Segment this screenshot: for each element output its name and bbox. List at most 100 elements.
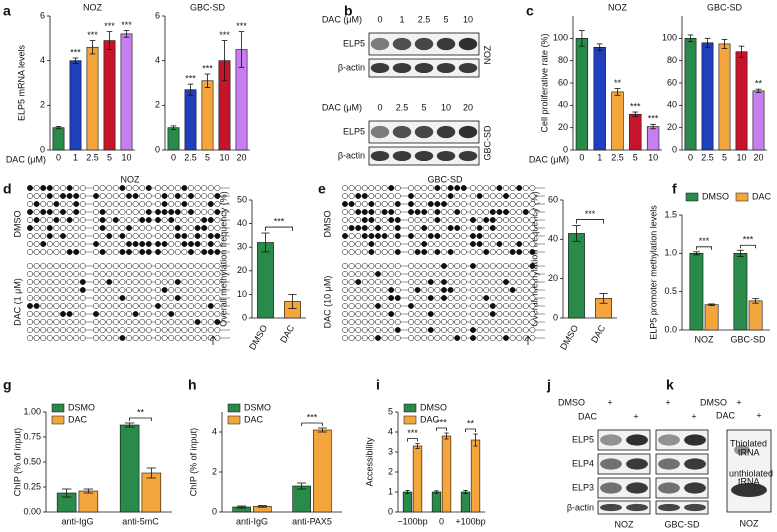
x-axis-label: DAC (μM) xyxy=(6,154,46,164)
cpg-site xyxy=(161,279,168,285)
blot-row-label: ELP5 xyxy=(343,38,365,48)
cpg-site xyxy=(470,241,476,247)
bracket xyxy=(129,417,152,421)
cpg-site xyxy=(201,271,208,277)
cpg-site xyxy=(168,271,175,277)
lane-label: 2.5 xyxy=(396,102,409,112)
cpg-site xyxy=(483,271,490,277)
cpg-site xyxy=(381,327,388,333)
cpg-site xyxy=(66,193,73,199)
cpg-site xyxy=(214,185,221,191)
cpg-site xyxy=(53,327,60,333)
bar xyxy=(470,439,481,513)
cpg-site xyxy=(40,335,47,341)
cpg-site xyxy=(214,241,221,247)
cpg-site xyxy=(355,287,362,293)
cpg-site xyxy=(503,233,509,239)
cpg-site xyxy=(188,295,194,301)
cpg-site xyxy=(408,201,414,207)
y-tick-label: 0 xyxy=(388,506,393,516)
cpg-site xyxy=(483,319,490,325)
cpg-site xyxy=(126,335,132,341)
cpg-site xyxy=(529,209,536,215)
cpg-site xyxy=(509,311,516,317)
cpg-site xyxy=(361,303,368,309)
cpg-site xyxy=(470,209,476,215)
cpg-site xyxy=(434,335,441,341)
cpg-site xyxy=(93,335,99,341)
cpg-site xyxy=(388,263,395,269)
y-axis-label: Overall methylation frequency (%) xyxy=(529,191,539,327)
bar xyxy=(611,91,624,151)
cpg-site xyxy=(375,279,381,285)
blot-band xyxy=(684,434,706,446)
cpg-site xyxy=(168,303,175,309)
cpg-site xyxy=(427,279,434,285)
error-bar xyxy=(434,490,439,494)
cpg-site xyxy=(447,319,454,325)
cell-label: NOZ xyxy=(615,519,635,529)
legend-label: DAC xyxy=(420,414,440,424)
cpg-site xyxy=(460,327,467,333)
plus-sign: + xyxy=(736,397,741,407)
cpg-site xyxy=(503,209,509,215)
cpg-site xyxy=(509,327,516,333)
cpg-site xyxy=(375,263,381,269)
legend-label: DSMO xyxy=(68,402,95,412)
cpg-site xyxy=(93,201,99,207)
cpg-site xyxy=(168,225,175,231)
cpg-site xyxy=(434,209,441,215)
bar xyxy=(441,435,452,513)
cpg-site xyxy=(375,249,381,255)
cpg-site xyxy=(522,209,529,215)
cpg-site xyxy=(155,287,161,293)
cpg-site xyxy=(73,217,80,223)
cpg-site xyxy=(388,295,395,301)
cpg-site xyxy=(194,311,201,317)
cpg-site xyxy=(106,295,113,301)
cpg-site xyxy=(73,319,80,325)
cpg-site xyxy=(201,335,208,341)
blot-row-label: β-actin xyxy=(338,62,365,72)
x-tick-label: −100bp xyxy=(397,516,427,526)
cpg-site xyxy=(375,271,381,277)
cpg-site xyxy=(155,271,161,277)
cpg-site xyxy=(434,319,441,325)
lane-label: 0 xyxy=(377,102,382,112)
cpg-site xyxy=(503,241,509,247)
cpg-site xyxy=(161,303,168,309)
y-tick-label: 0.25 xyxy=(23,481,41,491)
cpg-site xyxy=(342,225,348,231)
group-label: DMSO xyxy=(12,211,22,238)
cpg-site xyxy=(188,185,194,191)
cpg-site xyxy=(60,271,66,277)
cpg-site xyxy=(375,319,381,325)
cpg-site xyxy=(112,185,119,191)
blot-band xyxy=(684,503,706,512)
significance: ** xyxy=(467,418,475,428)
cpg-site xyxy=(522,327,529,333)
cpg-site xyxy=(53,225,60,231)
cpg-site xyxy=(119,193,126,199)
error-bar xyxy=(405,489,410,495)
cpg-site xyxy=(509,249,516,255)
cell-label: GBC-SD xyxy=(664,519,700,529)
significance: *** xyxy=(236,21,247,31)
cpg-site xyxy=(529,311,536,317)
error-bar xyxy=(124,422,135,428)
cpg-site xyxy=(168,193,175,199)
cpg-site xyxy=(441,249,447,255)
cpg-site xyxy=(112,335,119,341)
x-tick-label: DAC xyxy=(589,323,607,345)
cpg-site xyxy=(441,241,447,247)
cpg-site xyxy=(503,185,509,191)
y-axis-label: Accessibility xyxy=(364,437,374,487)
legend-label: DAC xyxy=(752,191,772,201)
cpg-site xyxy=(361,185,368,191)
cpg-site xyxy=(161,201,168,207)
x-tick-label: 0 xyxy=(439,516,444,526)
cpg-site xyxy=(483,335,490,341)
cpg-site xyxy=(194,233,201,239)
blot-band xyxy=(370,62,390,74)
x-tick-label: 2.5 xyxy=(184,152,197,162)
